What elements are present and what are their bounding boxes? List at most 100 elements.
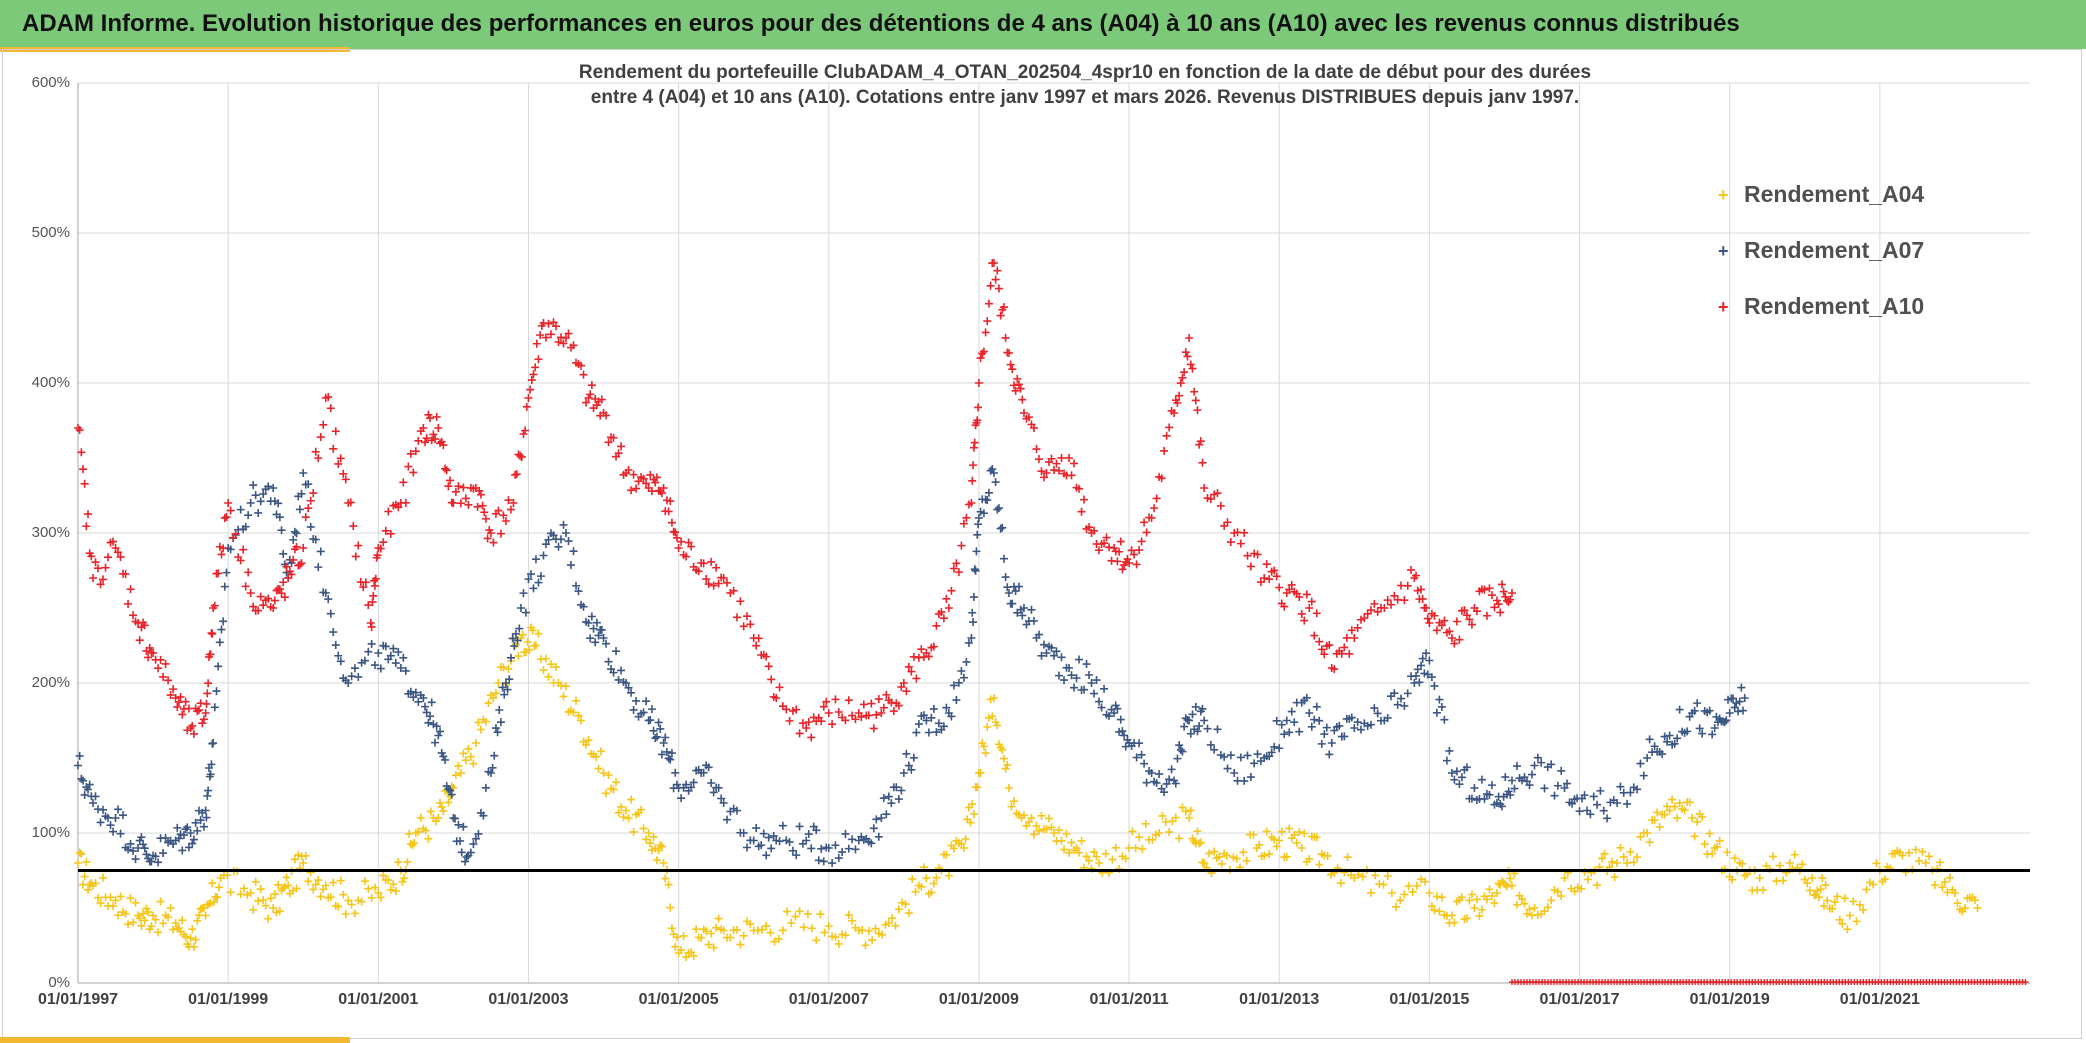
point-a10 — [114, 548, 123, 557]
point-a10 — [124, 599, 133, 608]
point-a07 — [521, 608, 530, 617]
point-a07 — [969, 593, 978, 602]
point-a04 — [1155, 829, 1164, 837]
point-a04 — [191, 935, 200, 944]
point-a04 — [1108, 855, 1117, 864]
point-a04 — [384, 876, 393, 885]
point-a04 — [627, 795, 636, 804]
point-a10 — [259, 601, 268, 610]
point-a07 — [952, 696, 961, 705]
point-a07 — [775, 837, 784, 846]
point-a07 — [344, 679, 353, 687]
point-a04 — [290, 855, 299, 864]
point-a07 — [646, 716, 655, 725]
x-tick-label: 01/01/2007 — [788, 991, 869, 1008]
point-a10 — [326, 404, 335, 413]
point-a07 — [984, 488, 993, 497]
point-a04 — [466, 752, 475, 761]
point-a10 — [1206, 495, 1215, 504]
point-a04 — [861, 941, 870, 950]
point-a07 — [314, 563, 323, 572]
point-a10 — [351, 552, 360, 561]
point-a10 — [1487, 591, 1496, 600]
point-a04 — [1275, 836, 1284, 845]
point-a07 — [1210, 745, 1219, 754]
point-a10 — [241, 582, 250, 591]
point-a07 — [488, 763, 497, 772]
point-a10 — [699, 559, 708, 568]
point-a04 — [1852, 917, 1861, 926]
point-a04 — [577, 716, 586, 725]
point-a10 — [140, 621, 149, 630]
point-a04 — [214, 883, 223, 892]
point-a04 — [614, 808, 623, 817]
point-a04 — [246, 889, 255, 897]
point-a10 — [867, 699, 876, 708]
point-a10 — [1116, 537, 1125, 546]
point-a10 — [329, 444, 338, 453]
point-a07 — [214, 662, 223, 671]
point-a10 — [831, 695, 840, 704]
point-a07 — [209, 739, 218, 747]
point-a07 — [1050, 651, 1058, 660]
point-a07 — [1100, 684, 1109, 693]
point-a07 — [814, 856, 823, 865]
point-a07 — [1507, 776, 1516, 785]
point-a04 — [1277, 827, 1286, 836]
point-a04 — [82, 858, 91, 867]
point-a07 — [879, 794, 888, 803]
point-a10 — [1157, 474, 1166, 483]
point-a04 — [525, 645, 534, 654]
point-a10 — [1482, 611, 1491, 620]
point-a07 — [471, 834, 480, 843]
point-a07 — [1188, 710, 1197, 719]
point-a07 — [1167, 765, 1176, 774]
point-a07 — [1353, 718, 1362, 727]
point-a10 — [161, 659, 170, 668]
point-a07 — [969, 618, 978, 627]
point-a10 — [899, 679, 908, 687]
point-a10 — [902, 687, 911, 696]
point-a04 — [264, 914, 273, 923]
point-a10 — [1042, 469, 1051, 477]
point-a04 — [602, 789, 611, 798]
point-a07 — [942, 703, 951, 712]
point-a10 — [1287, 580, 1296, 589]
point-a04 — [1840, 894, 1849, 903]
point-a10 — [1127, 546, 1136, 555]
point-a04 — [403, 857, 412, 866]
point-a04 — [316, 892, 325, 901]
point-a04 — [1700, 840, 1709, 849]
point-a04 — [275, 907, 284, 916]
point-a10 — [962, 513, 971, 522]
point-a10 — [524, 394, 533, 402]
point-a10 — [214, 569, 223, 578]
point-a07 — [491, 724, 500, 733]
point-a07 — [947, 712, 956, 721]
point-a04 — [961, 835, 970, 844]
point-a04 — [261, 901, 270, 910]
point-a07 — [584, 619, 593, 627]
point-a10 — [336, 454, 345, 463]
point-a07 — [1132, 753, 1141, 762]
title-banner: ADAM Informe. Evolution historique des p… — [0, 0, 2086, 49]
point-a04 — [1472, 895, 1481, 904]
point-a07 — [119, 811, 128, 820]
x-tick-label: 01/01/2017 — [1539, 991, 1620, 1008]
point-a10 — [967, 499, 976, 507]
point-a10 — [349, 522, 358, 531]
point-a04 — [1457, 893, 1466, 902]
point-a07 — [386, 651, 395, 660]
point-a10 — [702, 575, 711, 584]
point-a04 — [597, 747, 606, 756]
point-a10 — [1198, 458, 1207, 467]
point-a07 — [1568, 799, 1577, 808]
point-a10 — [369, 591, 378, 600]
point-a07 — [677, 794, 686, 803]
point-a07 — [207, 760, 216, 769]
point-a04 — [456, 769, 465, 778]
point-a10 — [181, 697, 190, 706]
point-a04 — [1660, 810, 1669, 819]
point-a07 — [1320, 730, 1329, 739]
point-a07 — [326, 609, 335, 618]
